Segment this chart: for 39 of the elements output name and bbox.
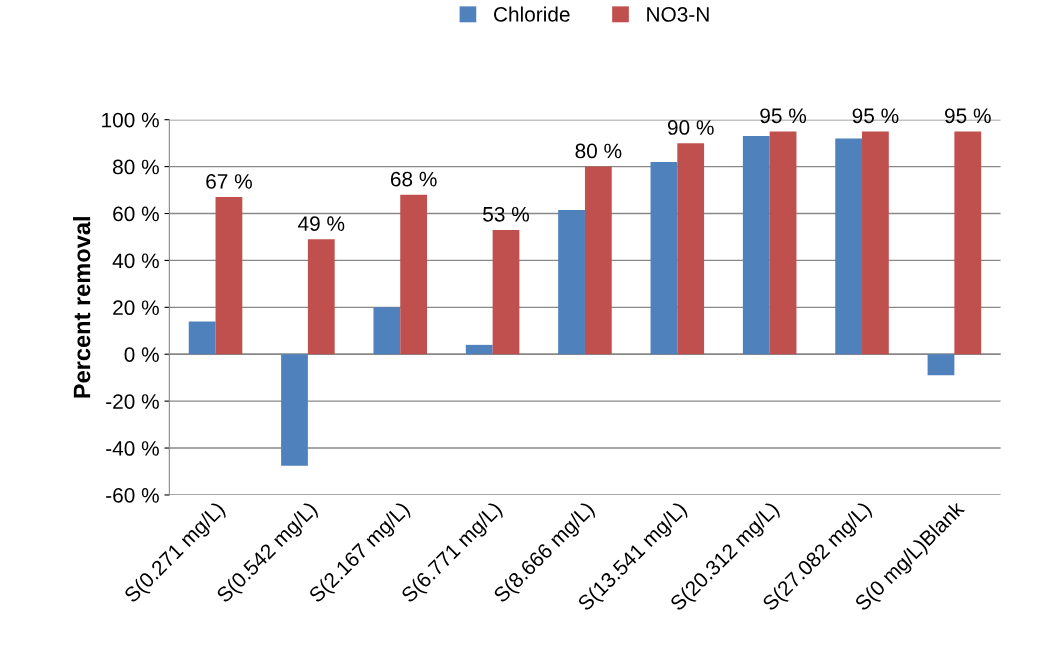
data-label: 95 % [852,108,899,124]
data-label: 95 % [945,108,991,124]
y-tick-label: 20 % [113,300,159,316]
bar [400,194,428,355]
bar [584,166,612,355]
y-tick-label: 80 % [113,159,159,175]
bar [742,136,770,355]
bar [281,354,308,466]
data-label: 90 % [667,120,714,135]
bar [558,209,585,355]
legend-label: Chloride [493,6,570,22]
bar [188,321,216,355]
bar [215,197,243,355]
bar [927,354,955,376]
y-tick-label: 40 % [112,253,159,269]
y-tick-label: -20 % [106,394,159,409]
data-label: 68 % [390,171,437,187]
y-tick-label: -60 % [106,487,159,503]
bar [465,344,493,355]
bar [954,131,982,355]
bar [650,161,678,355]
bar [835,138,863,355]
bar [677,143,705,355]
data-label: 53 % [483,206,529,222]
data-label: 67 % [206,174,252,189]
y-tick-label: -40 % [106,441,159,456]
bar [492,229,520,355]
bar [862,131,889,355]
y-tick-label: 0 % [124,347,159,362]
data-label: 49 % [298,216,345,232]
y-axis-title: Percent removal [73,217,91,398]
legend-label: NO3-N [647,7,709,22]
y-tick-label: 100 % [102,112,159,128]
data-label: 80 % [575,143,622,159]
data-label: 95 % [760,108,807,124]
bar [373,307,401,355]
bar [307,239,335,355]
bar [769,131,797,355]
y-tick-label: 60 % [113,206,159,222]
